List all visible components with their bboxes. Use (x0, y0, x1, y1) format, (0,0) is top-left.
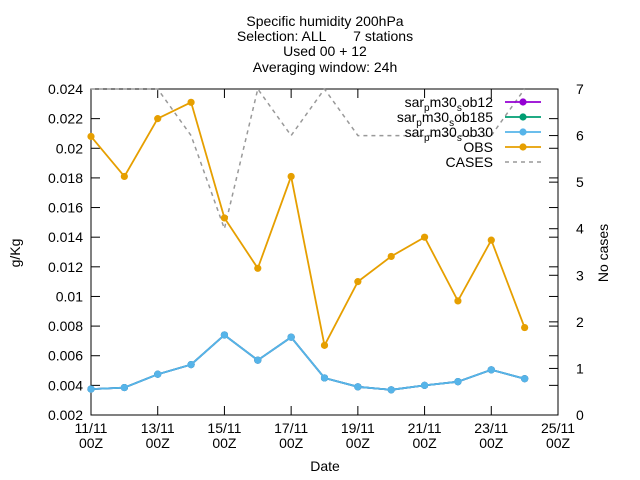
y-tick-label: 0.022 (48, 111, 83, 127)
data-point-obs (487, 236, 495, 244)
y-tick-label: 0.024 (48, 81, 83, 97)
data-point-obs (287, 172, 295, 181)
y-tick-label: 0.01 (56, 288, 83, 304)
y2-tick-label: 6 (576, 128, 584, 144)
y-axis-label: g/Kg (7, 239, 23, 268)
legend: sarpm30sob12sarpm30sob185sarpm30sob30OBS… (397, 94, 541, 170)
series-line-cases (91, 87, 526, 232)
title-line-1: Specific humidity 200hPa (246, 13, 403, 29)
legend-label-sar-pm30-sob185: sarpm30sob185 (397, 109, 493, 129)
x-tick-label-time: 00Z (413, 435, 438, 451)
data-point-sar-pm30-sob30 (287, 333, 295, 341)
data-point-sar-pm30-sob30 (87, 385, 95, 393)
x-tick-label-time: 00Z (546, 435, 571, 451)
data-point-sar-pm30-sob30 (487, 366, 495, 374)
legend-marker-obs (519, 143, 527, 151)
x-tick-label-date: 13/11 (141, 420, 175, 436)
data-point-sar-pm30-sob30 (420, 381, 429, 389)
y2-tick-label: 1 (576, 360, 584, 376)
data-point-sar-pm30-sob30 (120, 383, 128, 392)
series-layer (87, 87, 529, 394)
x-tick-label-time: 00Z (212, 435, 237, 451)
title-line-2: Selection: ALL 7 stations (237, 28, 413, 44)
data-point-sar-pm30-sob30 (220, 331, 229, 339)
title-line-3: Used 00 + 12 (283, 43, 367, 59)
data-point-obs (320, 341, 329, 349)
data-point-obs (387, 252, 395, 261)
y-tick-label: 0.004 (48, 377, 83, 393)
x-tick-label-date: 17/11 (274, 420, 308, 436)
data-point-obs (420, 233, 429, 241)
x-tick-label-time: 00Z (279, 435, 304, 451)
legend-marker-sar-pm30-sob30 (519, 128, 527, 136)
y2-axis-ticks: 0 1 2 3 4 5 6 7 (549, 81, 584, 423)
legend-marker-sar-pm30-sob185 (519, 113, 527, 121)
series-line-sar-pm30-sob30 (90, 333, 525, 391)
series-line-obs (90, 101, 526, 349)
data-point-sar-pm30-sob30 (320, 374, 329, 382)
y-tick-label: 0.006 (48, 348, 83, 364)
x-tick-label-time: 00Z (146, 435, 171, 451)
x-tick-label-date: 11/11 (75, 420, 108, 436)
y-tick-label: 0.018 (48, 170, 83, 186)
y2-tick-label: 3 (576, 267, 584, 283)
y2-tick-label: 4 (576, 221, 584, 237)
data-point-sar-pm30-sob30 (387, 386, 395, 394)
data-point-sar-pm30-sob30 (254, 356, 262, 364)
legend-label-sar-pm30-sob30: sarpm30sob30 (405, 124, 494, 144)
data-point-obs (220, 214, 229, 222)
data-point-obs (154, 115, 162, 123)
data-point-sar-pm30-sob30 (154, 370, 162, 378)
x-axis-label: Date (310, 458, 340, 474)
x-tick-label-date: 23/11 (474, 420, 508, 436)
data-point-obs (254, 264, 262, 272)
y2-tick-label: 7 (576, 81, 584, 97)
x-tick-label-time: 00Z (346, 435, 371, 451)
chart-title: Specific humidity 200hPa Selection: ALL … (237, 13, 413, 75)
data-point-sar-pm30-sob30 (187, 361, 195, 369)
y-tick-label: 0.008 (48, 318, 83, 334)
y2-tick-label: 5 (576, 174, 584, 190)
legend-label-sar-pm30-sob12: sarpm30sob12 (405, 94, 494, 114)
data-point-obs (120, 172, 128, 181)
y-tick-label: 0.016 (48, 200, 83, 216)
y-tick-label: 0.014 (48, 229, 83, 245)
data-point-obs (187, 98, 195, 106)
y-tick-label: 0.002 (48, 407, 83, 423)
x-tick-label-time: 00Z (479, 435, 504, 451)
y2-tick-label: 0 (576, 407, 584, 423)
y2-tick-label: 2 (576, 314, 584, 330)
x-tick-label-date: 19/11 (341, 420, 375, 436)
y-tick-label: 0.012 (48, 259, 83, 275)
x-tick-label-time: 00Z (79, 435, 104, 451)
data-point-sar-pm30-sob30 (354, 383, 362, 391)
y2-axis-label: No cases (595, 224, 611, 282)
legend-label-obs: OBS (463, 139, 493, 155)
data-point-obs (87, 132, 95, 141)
data-point-obs (354, 278, 362, 286)
x-tick-label-date: 21/11 (408, 420, 442, 436)
legend-marker-sar-pm30-sob12 (519, 98, 527, 106)
title-line-4: Averaging window: 24h (253, 59, 398, 75)
y-tick-label: 0.02 (56, 140, 83, 156)
data-point-obs (521, 323, 529, 332)
x-tick-label-date: 15/11 (207, 420, 241, 436)
y-axis-ticks: 0.002 0.004 0.006 0.008 0.01 0.012 0.014 0.016 0… (48, 81, 558, 423)
data-point-obs (454, 297, 462, 305)
x-axis-ticks: 11/1100Z13/1100Z15/1100Z17/1100Z19/1100Z… (75, 89, 575, 451)
data-point-sar-pm30-sob30 (521, 375, 529, 383)
x-tick-label-date: 25/11 (541, 420, 575, 436)
legend-label-cases: CASES (446, 154, 493, 170)
data-point-sar-pm30-sob30 (454, 378, 462, 386)
